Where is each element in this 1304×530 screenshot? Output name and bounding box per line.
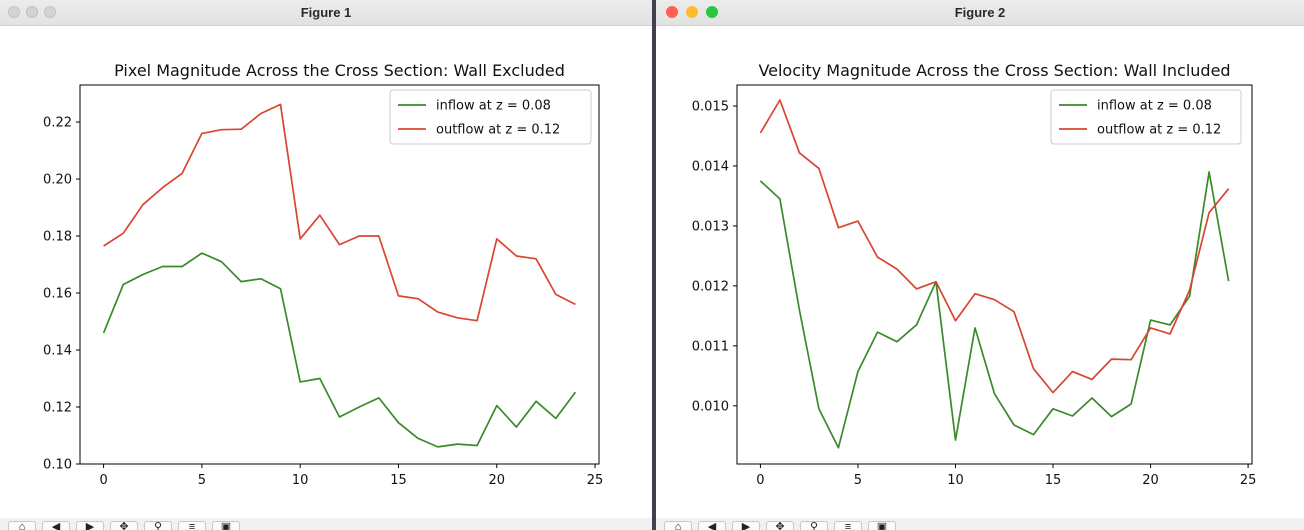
maximize-button[interactable] <box>706 6 718 18</box>
x-tick-label: 5 <box>854 473 862 488</box>
pan-icon[interactable]: ✥ <box>110 521 138 530</box>
zoom-icon[interactable]: ⚲ <box>144 521 172 530</box>
pan-icon[interactable]: ✥ <box>766 521 794 530</box>
y-tick-label: 0.013 <box>692 219 729 234</box>
back-icon[interactable]: ◀ <box>42 521 70 530</box>
chart-canvas[interactable]: Pixel Magnitude Across the Cross Section… <box>0 26 652 518</box>
y-tick-label: 0.012 <box>692 279 729 294</box>
figure-2-window: Figure 2 Velocity Magnitude Across the C… <box>656 0 1304 530</box>
legend-label: inflow at z = 0.08 <box>1097 99 1212 114</box>
series-line-outflow <box>759 99 1230 394</box>
x-tick-label: 20 <box>1142 473 1159 488</box>
window-divider <box>652 0 656 530</box>
chart-title: Pixel Magnitude Across the Cross Section… <box>114 61 565 80</box>
y-tick-label: 0.18 <box>43 230 72 245</box>
home-icon[interactable]: ⌂ <box>8 521 36 530</box>
series-line-inflow <box>759 171 1230 449</box>
x-tick-label: 10 <box>292 473 309 488</box>
x-tick-label: 0 <box>756 473 764 488</box>
maximize-button[interactable] <box>44 6 56 18</box>
window-title: Figure 2 <box>954 5 1006 20</box>
zoom-icon[interactable]: ⚲ <box>800 521 828 530</box>
legend-box <box>1050 89 1242 145</box>
y-tick-label: 0.011 <box>692 339 729 354</box>
y-tick-label: 0.20 <box>43 173 72 188</box>
save-icon[interactable]: ▣ <box>868 521 896 530</box>
x-tick-label: 0 <box>99 473 107 488</box>
legend-label: outflow at z = 0.12 <box>1097 123 1221 138</box>
navigation-toolbar: ⌂ ◀ ▶ ✥ ⚲ ≡ ▣ <box>0 518 652 530</box>
titlebar[interactable]: Figure 1 <box>0 0 652 26</box>
y-tick-label: 0.10 <box>43 458 72 473</box>
x-tick-label: 25 <box>587 473 604 488</box>
legend-label: outflow at z = 0.12 <box>436 123 560 138</box>
x-tick-label: 5 <box>198 473 206 488</box>
window-title: Figure 1 <box>300 5 352 20</box>
navigation-toolbar: ⌂ ◀ ▶ ✥ ⚲ ≡ ▣ <box>656 518 1304 530</box>
plot-frame <box>79 84 600 465</box>
close-button[interactable] <box>666 6 678 18</box>
back-icon[interactable]: ◀ <box>698 521 726 530</box>
plot-frame <box>736 84 1253 465</box>
legend-box <box>389 89 592 145</box>
series-line-inflow <box>102 252 577 448</box>
forward-icon[interactable]: ▶ <box>76 521 104 530</box>
titlebar[interactable]: Figure 2 <box>656 0 1304 26</box>
x-tick-label: 15 <box>1045 473 1062 488</box>
home-icon[interactable]: ⌂ <box>664 521 692 530</box>
x-tick-label: 15 <box>390 473 407 488</box>
y-tick-label: 0.16 <box>43 287 72 302</box>
minimize-button[interactable] <box>26 6 38 18</box>
legend-label: inflow at z = 0.08 <box>436 99 551 114</box>
close-button[interactable] <box>8 6 20 18</box>
save-icon[interactable]: ▣ <box>212 521 240 530</box>
subplots-icon[interactable]: ≡ <box>834 521 862 530</box>
subplots-icon[interactable]: ≡ <box>178 521 206 530</box>
x-tick-label: 10 <box>947 473 964 488</box>
y-tick-label: 0.12 <box>43 401 72 416</box>
forward-icon[interactable]: ▶ <box>732 521 760 530</box>
x-tick-label: 25 <box>1240 473 1257 488</box>
minimize-button[interactable] <box>686 6 698 18</box>
y-tick-label: 0.015 <box>692 99 729 114</box>
y-tick-label: 0.14 <box>43 344 72 359</box>
figure-1-window: Figure 1 Pixel Magnitude Across the Cros… <box>0 0 652 530</box>
y-tick-label: 0.010 <box>692 399 729 414</box>
x-tick-label: 20 <box>488 473 505 488</box>
chart-canvas[interactable]: Velocity Magnitude Across the Cross Sect… <box>656 26 1304 518</box>
y-tick-label: 0.014 <box>692 159 729 174</box>
y-tick-label: 0.22 <box>43 116 72 131</box>
chart-title: Velocity Magnitude Across the Cross Sect… <box>758 61 1230 80</box>
series-line-outflow <box>103 103 576 322</box>
